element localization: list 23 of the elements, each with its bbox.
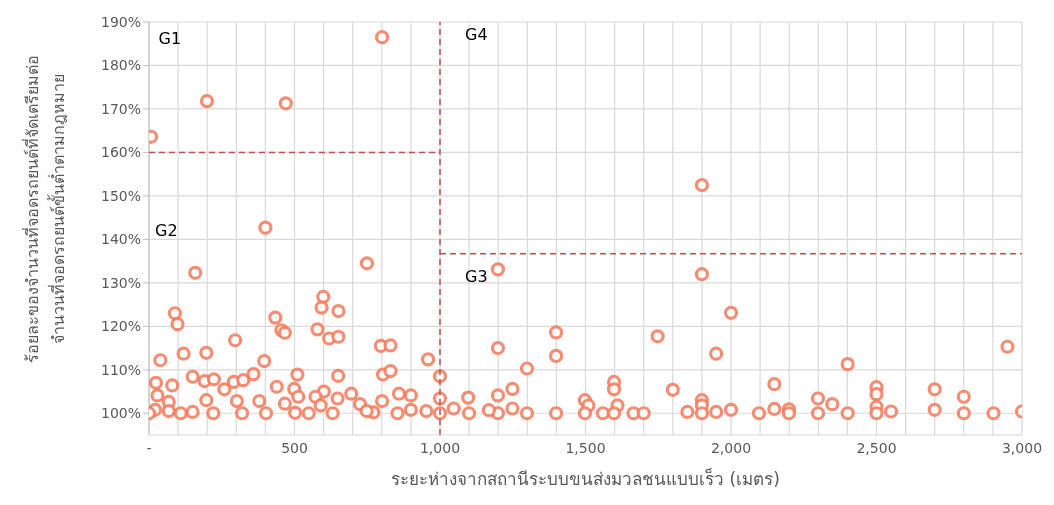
annotation: G2 — [155, 220, 178, 240]
annotation: G4 — [465, 24, 488, 44]
x-tick-label: 2,500 — [856, 439, 897, 456]
y-tick-label: 130% — [100, 274, 141, 291]
y-tick-label: 160% — [100, 144, 141, 161]
x-tick-label: 2,000 — [710, 439, 752, 456]
x-tick-label: 1,000 — [419, 439, 461, 456]
y-tick-label: 100% — [100, 405, 141, 422]
y-tick-label: 110% — [100, 361, 141, 378]
x-tick-label: 3,000 — [1001, 439, 1043, 456]
y-tick-label: 140% — [100, 231, 141, 248]
annotation: G3 — [465, 266, 488, 286]
x-axis-title: ระยะห่างจากสถานีระบบขนส่งมวลชนแบบเร็ว (เมตร) — [391, 468, 780, 489]
annotation: G1 — [158, 28, 182, 48]
x-tick-label: - — [146, 439, 152, 456]
y-tick-label: 150% — [100, 187, 141, 204]
y-tick-label: 170% — [100, 100, 141, 117]
x-tick-label: 500 — [281, 439, 308, 456]
y-axis-title: ร้อยละของจำนวนที่จอดรถยนต์ที่จัดเตรียมต่อ จำนวนที่จอดรถยนต์ขั้นต่ำตามกฎหมาย — [21, 54, 68, 363]
y-tick-label: 180% — [100, 57, 141, 74]
y-tick-label: 120% — [100, 318, 141, 335]
x-tick-label: 1,500 — [565, 439, 606, 456]
y-tick-label: 190% — [100, 13, 141, 30]
